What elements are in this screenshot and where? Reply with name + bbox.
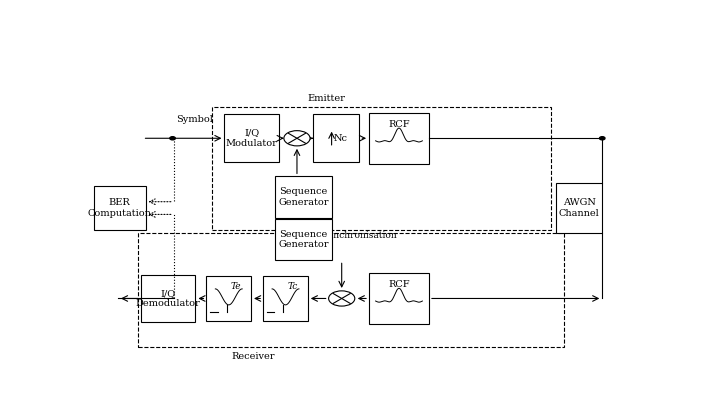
Bar [263, 276, 308, 321]
Circle shape [329, 291, 355, 306]
Circle shape [600, 137, 605, 140]
Text: AWGN
Channel: AWGN Channel [559, 198, 599, 218]
Bar [275, 219, 332, 260]
Bar [275, 176, 332, 218]
Text: Tc: Tc [287, 282, 297, 291]
Text: RCF: RCF [388, 280, 410, 289]
Text: Sequence
Generator: Sequence Generator [278, 230, 329, 250]
Bar [141, 275, 196, 322]
Text: BER
Computation: BER Computation [88, 198, 151, 218]
Text: I/Q
Demodulator: I/Q Demodulator [136, 289, 201, 308]
Bar [556, 183, 602, 234]
Text: Te: Te [230, 282, 241, 291]
Bar [369, 273, 429, 324]
Circle shape [170, 137, 175, 140]
Text: RCF: RCF [388, 120, 410, 129]
Bar [225, 115, 279, 162]
Text: Symbol: Symbol [176, 115, 213, 124]
Text: Sequence
Generator: Sequence Generator [278, 187, 329, 207]
Bar [213, 107, 551, 230]
Text: Receiver: Receiver [232, 352, 275, 361]
Bar [138, 233, 564, 347]
Text: Nc: Nc [334, 134, 348, 143]
Bar [313, 115, 360, 162]
Text: Synchronisation: Synchronisation [322, 231, 397, 239]
Bar [206, 276, 251, 321]
Text: I/Q
Modulator: I/Q Modulator [226, 129, 277, 148]
Circle shape [284, 131, 310, 146]
Text: Emitter: Emitter [307, 94, 345, 103]
Bar [369, 113, 429, 164]
Bar [94, 186, 146, 230]
